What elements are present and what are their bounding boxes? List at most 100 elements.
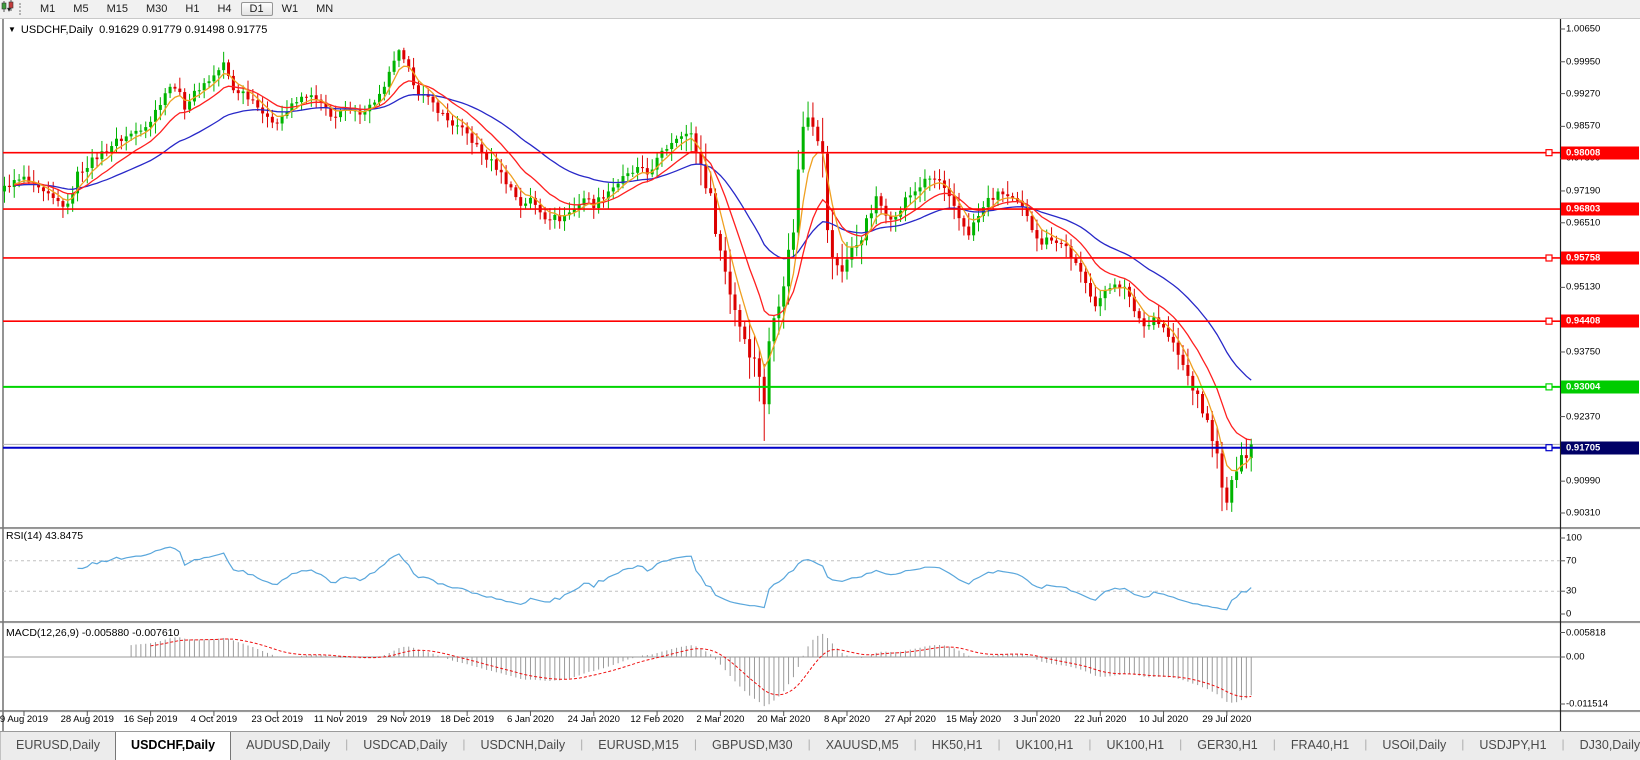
price-line-badge-0.96803: 0.96803 xyxy=(1561,202,1639,216)
date-label: 20 Mar 2020 xyxy=(757,714,811,725)
tab-xauusd-m5[interactable]: XAUUSD,M5 xyxy=(825,738,899,752)
timeframe-button-m1[interactable]: M1 xyxy=(40,3,56,15)
tab-separator: | xyxy=(913,737,917,751)
rsi-tick-label: 30 xyxy=(1566,585,1577,597)
macd-signal-line xyxy=(150,638,1252,698)
line-handle[interactable] xyxy=(1545,149,1553,157)
price-line-badge-0.93004: 0.93004 xyxy=(1561,380,1639,394)
date-label: 23 Oct 2019 xyxy=(251,714,304,725)
macd-tick-label: 0.00 xyxy=(1566,651,1585,663)
price-tick-label: 0.95130 xyxy=(1566,281,1601,293)
timeframe-button-m5[interactable]: M5 xyxy=(73,3,89,15)
tab-separator: | xyxy=(693,737,697,751)
date-label: 6 Jan 2020 xyxy=(506,714,554,725)
date-label: 24 Jan 2020 xyxy=(567,714,620,725)
date-label: 3 Jun 2020 xyxy=(1013,714,1061,725)
date-label: 8 Apr 2020 xyxy=(824,714,870,725)
tab-separator: | xyxy=(1461,737,1465,751)
date-label: 15 May 2020 xyxy=(946,714,1002,725)
price-line-badge-0.94408: 0.94408 xyxy=(1561,314,1639,328)
date-label: 28 Aug 2019 xyxy=(60,714,114,725)
chevron-down-icon[interactable]: ▾ xyxy=(7,4,12,14)
symbol-tab-bar: EURUSD,Daily USDCHF,Daily AUDUSD,Daily | USD… xyxy=(0,731,1640,760)
tab-usoil-daily[interactable]: USOil,Daily xyxy=(1382,738,1447,752)
timeframe-button-m30[interactable]: M30 xyxy=(145,3,168,15)
tab-bar-corner xyxy=(0,732,1,760)
tab-ger30-h1[interactable]: GER30,H1 xyxy=(1197,738,1258,752)
tab-separator: | xyxy=(1364,737,1368,751)
tab-usdchf-daily[interactable]: USDCHF,Daily xyxy=(115,732,232,760)
line-handle[interactable] xyxy=(1545,317,1553,325)
timeframe-button-mn[interactable]: MN xyxy=(316,3,334,15)
chart-background xyxy=(0,18,1640,731)
tab-separator: | xyxy=(580,737,584,751)
tab-usdcad-daily[interactable]: USDCAD,Daily xyxy=(363,738,448,752)
date-label: 9 Aug 2019 xyxy=(0,714,49,725)
price-tick-label: 0.99270 xyxy=(1566,88,1601,100)
tab-eurusd-daily[interactable]: EURUSD,Daily xyxy=(16,738,101,752)
price-tick-label: 0.96510 xyxy=(1566,217,1601,229)
price-line-badge-0.91705: 0.91705 xyxy=(1561,441,1639,455)
tab-separator: | xyxy=(1179,737,1183,751)
date-label: 18 Dec 2019 xyxy=(440,714,495,725)
date-label: 12 Feb 2020 xyxy=(630,714,684,725)
tab-hk50-h1[interactable]: HK50,H1 xyxy=(931,738,983,752)
line-handle[interactable] xyxy=(1545,383,1553,391)
date-label: 27 Apr 2020 xyxy=(884,714,936,725)
price-tick-label: 0.90990 xyxy=(1566,475,1601,487)
timeframe-button-m15[interactable]: M15 xyxy=(106,3,128,15)
rsi-tick-label: 100 xyxy=(1566,532,1582,544)
date-label: 29 Nov 2019 xyxy=(376,714,431,725)
chart-symbol-title: USDCHF,Daily xyxy=(20,24,94,36)
timeframe-toolbar: ▾ M1 M5 M15 M30 H1 H4 D1 W1 MN xyxy=(0,0,1640,19)
tab-separator: | xyxy=(462,737,466,751)
tab-separator: | xyxy=(1272,737,1276,751)
price-tick-label: 0.97190 xyxy=(1566,185,1601,197)
timeframe-button-h4[interactable]: H4 xyxy=(217,3,232,15)
price-tick-label: 0.92370 xyxy=(1566,411,1601,423)
moving-average-13 xyxy=(14,80,1252,441)
timeframe-button-d1[interactable]: D1 xyxy=(240,2,273,16)
tab-separator: | xyxy=(807,737,811,751)
price-tick-label: 1.00650 xyxy=(1566,23,1601,35)
tab-uk100-h1[interactable]: UK100,H1 xyxy=(1106,738,1165,752)
macd-tick-label: 0.005818 xyxy=(1566,627,1606,638)
rsi-indicator-label: RSI(14) 43.8475 xyxy=(6,530,84,542)
date-label: 29 Jul 2020 xyxy=(1202,714,1252,725)
tab-usdcnh-daily[interactable]: USDCNH,Daily xyxy=(480,738,566,752)
tab-dj30-daily[interactable]: DJ30,Daily xyxy=(1579,738,1640,752)
moving-average-5 xyxy=(13,65,1252,472)
tab-gbpusd-m30[interactable]: GBPUSD,M30 xyxy=(712,738,793,752)
tab-fra40-h1[interactable]: FRA40,H1 xyxy=(1290,738,1350,752)
date-label: 2 Mar 2020 xyxy=(696,714,745,725)
date-label: 11 Nov 2019 xyxy=(313,714,368,725)
candlestick-chart-icon[interactable]: ▾ xyxy=(0,0,15,17)
timeframe-button-h1[interactable]: H1 xyxy=(185,3,200,15)
price-line-badge-0.95758: 0.95758 xyxy=(1561,251,1639,265)
rsi-line xyxy=(77,546,1252,611)
moving-average-34 xyxy=(14,94,1252,381)
date-label: 10 Jul 2020 xyxy=(1138,714,1189,725)
tab-audusd-daily[interactable]: AUDUSD,Daily xyxy=(246,738,331,752)
tab-uk100-h1[interactable]: UK100,H1 xyxy=(1015,738,1074,752)
collapse-chart-icon[interactable]: ▼ xyxy=(8,25,16,34)
chart-ohlc-values: 0.91629 0.91779 0.91498 0.91775 xyxy=(99,24,268,36)
line-handle[interactable] xyxy=(1545,254,1553,262)
tab-eurusd-m15[interactable]: EURUSD,M15 xyxy=(598,738,679,752)
chart-title-line: ▼ USDCHF,Daily 0.91629 0.91779 0.91498 0.… xyxy=(8,24,267,36)
tab-separator: | xyxy=(1088,737,1092,751)
price-line-badge-0.98008: 0.98008 xyxy=(1561,146,1639,160)
tab-usdjpy-h1[interactable]: USDJPY,H1 xyxy=(1479,738,1547,752)
date-label: 16 Sep 2019 xyxy=(123,714,178,725)
macd-indicator-label: MACD(12,26,9) -0.005880 -0.007610 xyxy=(6,627,180,639)
tab-separator: | xyxy=(345,737,349,751)
timeframe-button-w1[interactable]: W1 xyxy=(281,3,299,15)
tab-separator: | xyxy=(997,737,1001,751)
price-tick-label: 0.90310 xyxy=(1566,507,1601,519)
line-handle[interactable] xyxy=(1545,444,1553,452)
rsi-tick-label: 0 xyxy=(1566,608,1572,620)
toolbar-grip-handle[interactable] xyxy=(19,3,24,15)
tab-separator: | xyxy=(1561,737,1565,751)
date-label: 22 Jun 2020 xyxy=(1074,714,1127,725)
